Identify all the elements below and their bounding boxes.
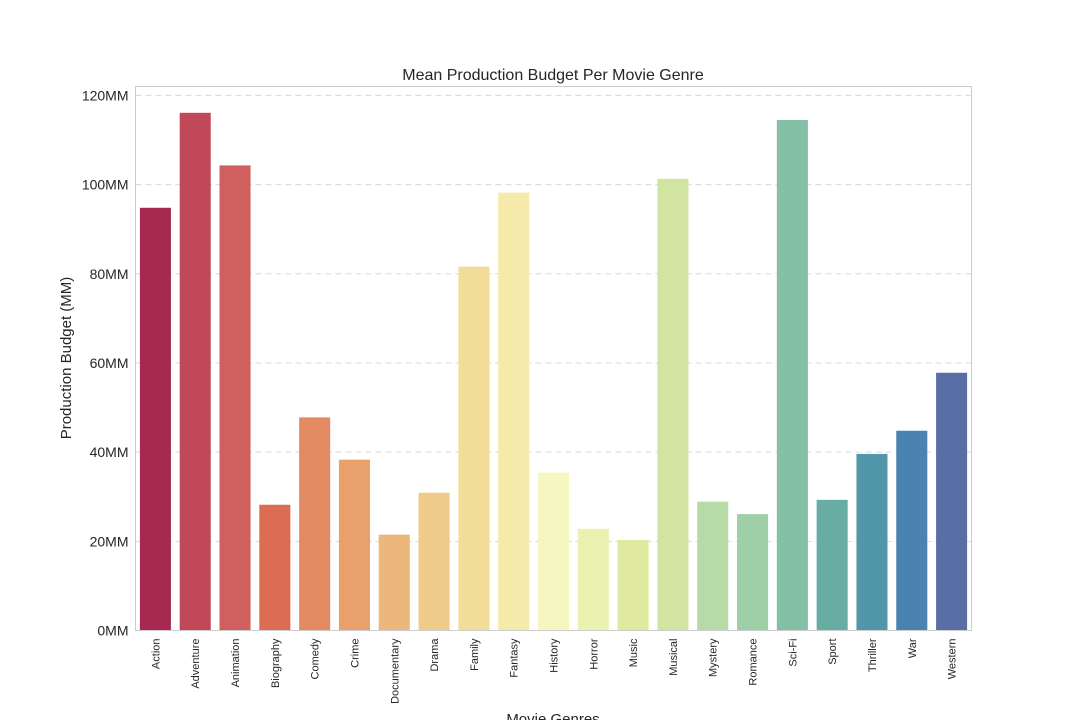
y-tick-labels: 0MM 20MM 40MM 60MM 80MM 100MM 120MM	[82, 87, 129, 638]
x-tick-label: Sport	[827, 639, 839, 665]
bar-crime	[338, 459, 370, 631]
x-tick-label: Comedy	[310, 638, 322, 679]
x-tick-label: Action	[150, 639, 162, 670]
bar-romance	[737, 514, 769, 631]
x-tick-label: Thriller	[867, 638, 879, 672]
x-tick-label: Documentary	[389, 638, 401, 704]
x-tick-label: Musical	[668, 639, 680, 676]
x-tick-label: Fantasy	[509, 638, 521, 678]
x-tick-label: Biography	[270, 638, 282, 688]
bar-comedy	[299, 417, 331, 631]
bar-sport	[816, 499, 848, 631]
bar-family	[458, 266, 490, 631]
bar-mystery	[697, 501, 729, 631]
x-tick-labels: Action Adventure Animation Biography Comedy C…	[150, 638, 958, 704]
bar-horror	[577, 528, 609, 631]
bar-western	[936, 372, 968, 631]
x-tick-label: Music	[628, 638, 640, 667]
x-tick-label: Family	[469, 638, 481, 671]
bar-music	[617, 539, 649, 631]
bar-action	[139, 207, 171, 631]
bar-war	[896, 430, 928, 631]
bar-biography	[259, 504, 291, 631]
plot-frame	[135, 86, 972, 631]
bar-thriller	[856, 453, 888, 631]
y-tick-label: 40MM	[90, 444, 129, 460]
bar-musical	[657, 178, 689, 631]
bar-fantasy	[498, 192, 530, 631]
y-tick-label: 20MM	[90, 533, 129, 549]
bar-animation	[219, 165, 251, 631]
bars	[139, 112, 968, 631]
bar-adventure	[179, 112, 211, 631]
x-tick-label: Crime	[349, 639, 361, 668]
x-tick-label: History	[549, 638, 561, 673]
x-tick-label: Adventure	[190, 639, 202, 689]
bar-drama	[418, 492, 450, 631]
x-tick-label: Animation	[230, 639, 242, 688]
x-tick-label: Horror	[588, 638, 600, 670]
y-tick-label: 120MM	[82, 87, 129, 103]
bar-documentary	[378, 534, 410, 631]
y-tick-label: 60MM	[90, 355, 129, 371]
y-tick-label: 100MM	[82, 177, 129, 193]
x-tick-label: Western	[947, 639, 959, 680]
x-tick-label: Drama	[429, 638, 441, 672]
x-tick-label: War	[907, 638, 919, 658]
bar-history	[537, 472, 570, 631]
y-tick-label: 0MM	[97, 623, 128, 639]
y-axis-label: Production Budget (MM)	[58, 277, 75, 440]
x-tick-label: Sci-Fi	[787, 639, 799, 667]
x-tick-label: Mystery	[708, 638, 720, 677]
x-tick-label: Romance	[748, 639, 760, 686]
bar-sci-fi	[776, 119, 808, 631]
x-axis-label: Movie Genres	[506, 711, 599, 720]
chart-title: Mean Production Budget Per Movie Genre	[402, 67, 704, 84]
y-tick-label: 80MM	[90, 266, 129, 282]
